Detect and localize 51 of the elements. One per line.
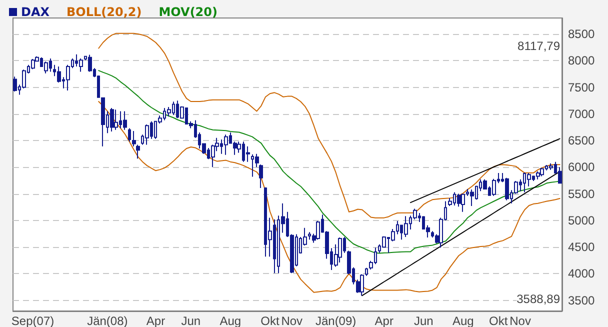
text: MOV(20) <box>158 5 218 19</box>
y-tick-label: 6500 <box>568 134 596 148</box>
candlestick <box>132 130 136 147</box>
y-tick-label: 7500 <box>568 80 596 94</box>
legend-label: DAX <box>21 5 50 19</box>
candlestick <box>540 167 544 177</box>
x-tick-label: Okt <box>488 314 508 327</box>
y-tick-label: 8000 <box>568 54 596 68</box>
candlestick <box>549 162 553 170</box>
x-tick-label: Okt <box>260 314 280 327</box>
candlestick <box>338 236 342 264</box>
y-tick-label: 4000 <box>568 266 596 281</box>
candlestick <box>114 109 118 130</box>
candlestick <box>44 61 48 74</box>
candlestick <box>536 170 540 180</box>
candlestick <box>128 128 131 142</box>
line-series <box>362 171 560 296</box>
y-tick-label: 7000 <box>568 106 596 121</box>
candlestick <box>246 146 250 162</box>
candlestick <box>136 144 140 160</box>
y-tick-label: 8500 <box>568 26 596 41</box>
line-series <box>410 138 560 204</box>
annotation: 3588,89 <box>516 292 560 306</box>
x-tick-label: Jun <box>414 314 434 327</box>
candlestick <box>259 164 263 188</box>
line-series <box>98 100 560 293</box>
candlestick <box>145 124 149 146</box>
y-tick-label: 3500 <box>568 293 596 308</box>
candlestick <box>360 274 364 296</box>
line-series <box>98 70 560 254</box>
candlestick <box>110 108 114 132</box>
candlestick <box>365 267 368 276</box>
y-tick-label: 4500 <box>568 240 596 254</box>
candlestick <box>470 189 474 207</box>
candlestick <box>404 216 408 238</box>
y-tick-label: 5500 <box>568 186 596 201</box>
candlestick <box>13 76 17 92</box>
candlestick <box>123 110 127 130</box>
candlestick <box>79 58 83 72</box>
y-tick-label: 6000 <box>568 160 596 174</box>
x-tick-label: Nov <box>510 314 531 327</box>
candlestick <box>31 58 35 70</box>
x-tick-label: Jun <box>181 314 201 327</box>
candlestick <box>224 134 228 156</box>
annotation: 8117,79 <box>518 39 560 53</box>
y-tick-label: 5000 <box>568 213 596 228</box>
line-series <box>98 32 560 218</box>
candlestick <box>461 193 465 212</box>
x-tick-label: Nov <box>281 314 303 327</box>
series-label: BOLL(20,2) <box>66 5 142 19</box>
candlestick <box>505 177 509 201</box>
